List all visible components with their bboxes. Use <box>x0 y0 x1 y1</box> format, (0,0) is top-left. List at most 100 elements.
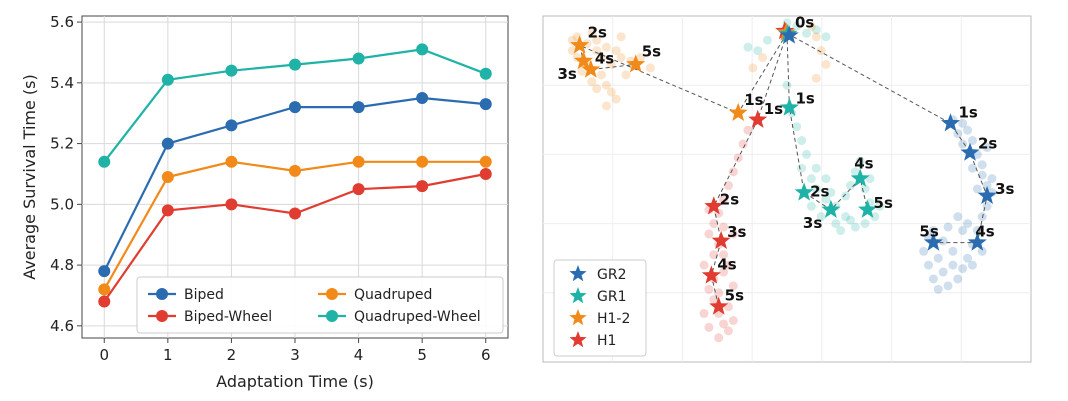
cloud-point <box>616 32 626 42</box>
cloud-point <box>719 222 729 232</box>
star-gr1 <box>850 168 870 187</box>
cloud-point <box>797 163 807 173</box>
cloud-point <box>967 136 977 146</box>
star-h1-2 <box>728 102 748 121</box>
point-biped <box>161 137 174 150</box>
cloud-point <box>806 174 816 184</box>
scatter-legend-label: GR1 <box>597 289 626 305</box>
x-tick-label: 1 <box>163 346 173 364</box>
cloud-point <box>811 73 821 83</box>
cloud-point <box>972 184 982 194</box>
point-biped-wheel <box>98 295 111 308</box>
ticks: 0 1 2 3 4 5 6 4.6 4.8 5.0 5.2 5.4 5.6 <box>50 13 490 364</box>
time-label: 1s <box>744 91 763 109</box>
cloud-point <box>841 212 851 222</box>
trajectory-lines <box>578 32 988 307</box>
cloud-point <box>821 32 831 42</box>
cloud-point <box>836 226 846 236</box>
y-tick-label: 5.4 <box>50 74 74 92</box>
point-quadruped <box>161 171 174 183</box>
legend-label: Biped-Wheel <box>184 309 272 325</box>
cloud-point <box>753 46 763 56</box>
cloud-point <box>616 53 626 63</box>
cloud-point <box>762 35 772 45</box>
cloud-point <box>728 167 738 177</box>
cloud-point <box>719 250 729 260</box>
cloud-point <box>963 219 973 229</box>
cloud-point <box>743 125 753 135</box>
time-label: 2s <box>720 190 739 208</box>
cloud-point <box>977 246 987 256</box>
cloud-point <box>592 84 602 94</box>
cloud-point <box>728 229 738 239</box>
cloud-point <box>928 274 938 284</box>
star-gr2 <box>923 232 943 251</box>
cloud-point <box>797 136 807 146</box>
cloud-point <box>709 219 719 229</box>
time-label: 4s <box>595 50 614 68</box>
cloud-point <box>821 59 831 69</box>
cloud-point <box>816 46 826 56</box>
line-chart: 0 1 2 3 4 5 6 4.6 4.8 5.0 5.2 5.4 5.6 Adaptation Tim… <box>20 13 509 391</box>
point-biped <box>98 265 111 278</box>
cloud-point <box>811 32 821 42</box>
cloud-point <box>704 229 714 239</box>
y-axis-label: Average Survival Time (s) <box>20 74 39 279</box>
cloud-point <box>958 226 968 236</box>
cloud-point <box>738 139 748 149</box>
cloud-point <box>967 163 977 173</box>
cloud-point <box>782 80 792 90</box>
time-label: 3s <box>995 180 1014 198</box>
star-gr1 <box>858 199 877 218</box>
cloud-point <box>977 212 987 222</box>
legend-marker <box>156 310 168 322</box>
cloud-point <box>748 63 758 73</box>
scatter-legend-label: GR2 <box>597 267 626 283</box>
cloud-point <box>587 28 597 38</box>
cloud-point <box>601 80 611 90</box>
cloud-point <box>802 28 812 38</box>
cloud-point <box>728 281 738 291</box>
cloud-point <box>938 236 948 246</box>
time-label: 4s <box>975 223 994 241</box>
cloud-point <box>806 21 816 31</box>
time-label: 5s <box>874 194 893 212</box>
point-biped-wheel <box>289 207 301 220</box>
time-label: 1s <box>958 103 977 121</box>
cloud-point <box>821 194 831 204</box>
cloud-point <box>982 181 992 191</box>
cloud-point <box>943 222 953 232</box>
scatter-legend-label: H1 <box>597 333 616 349</box>
time-label: 1s <box>764 100 783 118</box>
origin-star <box>779 25 799 44</box>
cloud-point <box>723 326 733 336</box>
legend-label: Quadruped <box>354 287 432 303</box>
cloud-point <box>792 21 802 31</box>
cloud-point <box>723 260 733 270</box>
scatter-legend-label: H1-2 <box>597 311 630 327</box>
cloud-point <box>831 219 841 229</box>
star-h1-2 <box>626 54 646 73</box>
cloud-point <box>982 142 992 152</box>
cloud-point <box>870 212 880 222</box>
point-quadruped <box>416 155 429 168</box>
star-h1 <box>709 296 729 315</box>
point-biped <box>225 119 238 132</box>
x-tick-label: 4 <box>354 346 364 364</box>
cloud-point <box>587 77 597 87</box>
time-label: 5s <box>919 223 938 241</box>
cloud-point <box>806 201 816 211</box>
star-gr1 <box>794 182 814 201</box>
cloud-point <box>933 253 943 263</box>
cloud-point <box>948 260 958 270</box>
cloud-point <box>802 149 812 159</box>
cloud-point <box>841 191 851 201</box>
cloud-point <box>606 87 616 97</box>
x-tick-label: 6 <box>481 346 491 364</box>
legend-label: Biped <box>184 287 224 303</box>
cloud-point <box>811 25 821 35</box>
cloud-point <box>987 174 997 184</box>
point-biped-wheel <box>479 167 492 180</box>
cloud-point <box>792 122 802 132</box>
